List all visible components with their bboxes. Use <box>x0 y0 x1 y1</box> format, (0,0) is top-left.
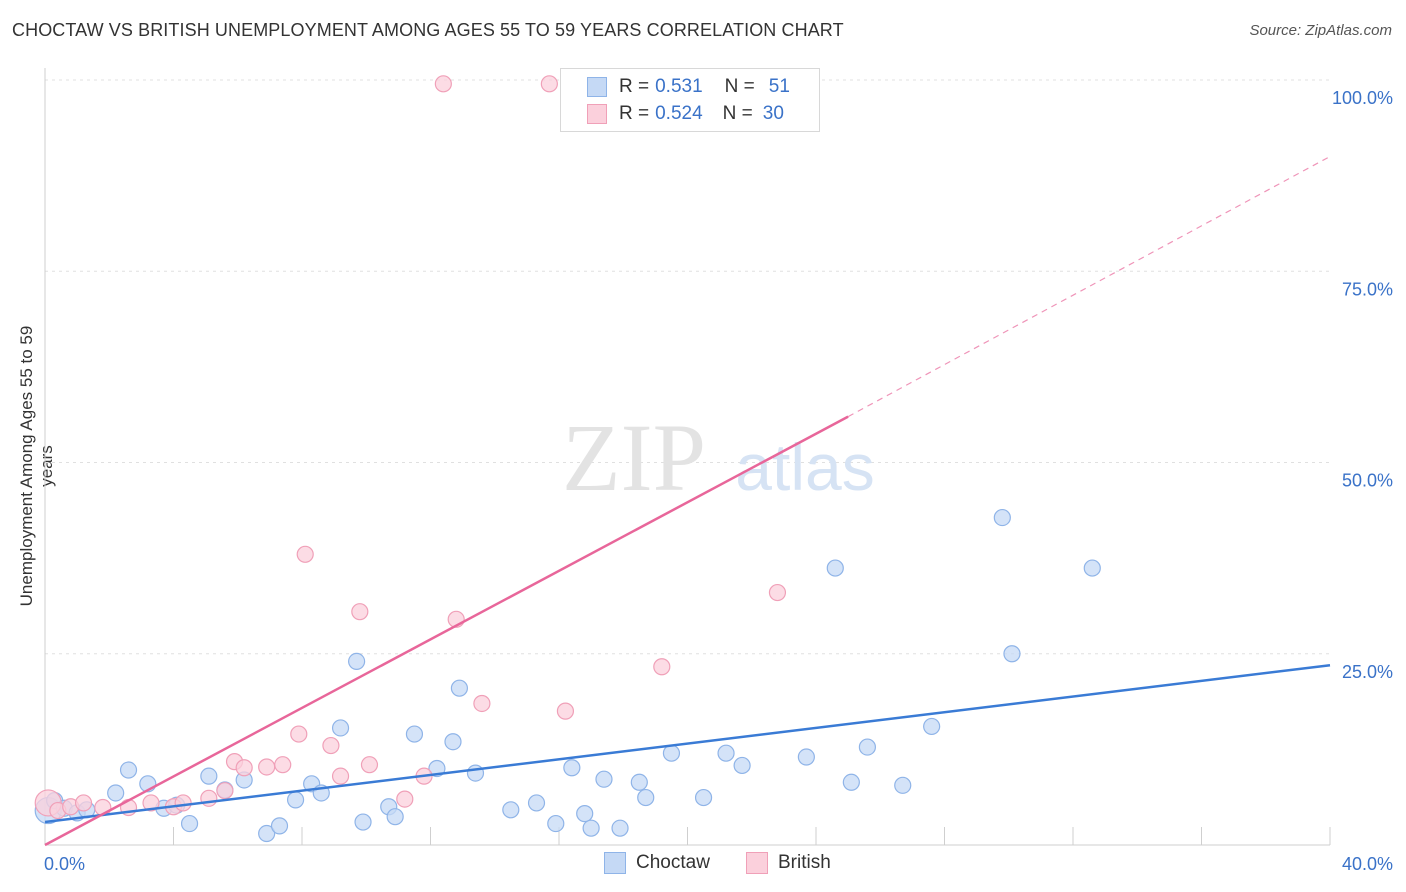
watermark: ZIP atlas <box>562 404 875 511</box>
choctaw-point <box>1083 559 1101 577</box>
choctaw-point <box>119 761 138 779</box>
choctaw-point <box>348 652 366 671</box>
choctaw-point <box>717 744 735 762</box>
british-point <box>322 736 340 755</box>
british-point <box>473 694 491 713</box>
choctaw-point <box>444 733 462 751</box>
choctaw-point <box>630 773 648 791</box>
choctaw-point <box>595 770 613 788</box>
british-point <box>351 603 369 621</box>
y-tick-label: 100.0% <box>1332 88 1393 108</box>
r-label: R = <box>619 103 650 124</box>
legend-row-british: R = 0.524 N = 30 <box>587 102 784 126</box>
british-point <box>74 794 93 812</box>
choctaw-point <box>450 679 469 697</box>
r-value-choctaw: 0.531 <box>655 76 703 97</box>
legend-label-choctaw: Choctaw <box>636 852 710 873</box>
choctaw-point <box>993 508 1011 527</box>
choctaw-point <box>826 559 844 577</box>
choctaw-point <box>466 764 485 782</box>
legend-row-choctaw: R = 0.531 N = 51 <box>587 75 790 99</box>
choctaw-point <box>797 748 815 766</box>
source-label: Source: ZipAtlas.com <box>1249 22 1392 39</box>
choctaw-point <box>576 805 594 823</box>
n-label: N = <box>722 103 753 124</box>
choctaw-point <box>842 773 860 791</box>
data-points <box>34 75 1101 843</box>
legend-item-choctaw: Choctaw <box>604 852 710 874</box>
british-point <box>258 758 276 776</box>
choctaw-point <box>582 819 600 837</box>
choctaw-point <box>662 744 681 762</box>
y-tick-label: 75.0% <box>1342 279 1393 299</box>
british-point <box>174 794 192 812</box>
choctaw-point <box>894 776 912 794</box>
choctaw-point <box>547 814 565 833</box>
british-point <box>360 756 379 774</box>
legend-swatch-choctaw <box>587 77 607 97</box>
british-point <box>274 756 292 774</box>
british-point <box>396 790 414 808</box>
choctaw-point <box>286 791 305 809</box>
british-point <box>434 75 452 93</box>
choctaw-point <box>354 813 372 831</box>
choctaw-point <box>258 824 276 843</box>
n-value-choctaw: 51 <box>768 76 790 97</box>
british-trend-extension <box>847 155 1331 418</box>
r-value-british: 0.524 <box>655 103 703 124</box>
n-label: N = <box>724 76 755 97</box>
choctaw-point <box>527 794 546 812</box>
n-value-british: 30 <box>762 103 784 124</box>
choctaw-point <box>858 738 877 756</box>
legend-label-british: British <box>778 852 831 873</box>
watermark-zip: ZIP <box>562 404 706 511</box>
british-point <box>296 545 314 563</box>
chart-title: CHOCTAW VS BRITISH UNEMPLOYMENT AMONG AG… <box>12 20 844 40</box>
legend-swatch-british <box>746 852 768 874</box>
british-point <box>556 702 575 720</box>
british-point <box>290 725 308 743</box>
legend-item-british: British <box>746 852 831 874</box>
choctaw-point <box>180 814 199 833</box>
british-point <box>331 767 350 785</box>
choctaw-point <box>923 717 941 736</box>
legend-swatch-british <box>587 104 607 124</box>
choctaw-point <box>502 801 520 819</box>
choctaw-point <box>611 819 629 837</box>
british-point <box>142 794 160 812</box>
y-tick-label: 25.0% <box>1342 662 1393 682</box>
british-trend-line <box>44 415 849 847</box>
y-tick-label: 50.0% <box>1342 471 1393 491</box>
choctaw-point <box>200 767 218 785</box>
stats-legend: R = 0.531 N = 51 R = 0.524 N = 30 <box>560 68 820 132</box>
choctaw-point <box>563 759 581 777</box>
r-label: R = <box>619 76 650 97</box>
trend-lines <box>44 155 1331 847</box>
choctaw-point <box>1003 645 1021 663</box>
choctaw-point <box>405 725 424 743</box>
choctaw-point <box>637 788 655 807</box>
x-tick-label: 0.0% <box>44 854 85 874</box>
british-point <box>540 75 558 93</box>
tick-labels: 25.0% 50.0% 75.0% 100.0% 0.0% 40.0% <box>44 88 1393 874</box>
choctaw-point <box>107 784 125 802</box>
x-tick-label: 40.0% <box>1342 854 1393 874</box>
watermark-atlas: atlas <box>735 430 874 504</box>
british-point <box>235 759 253 777</box>
british-point <box>653 658 671 676</box>
legend-swatch-choctaw <box>604 852 626 874</box>
choctaw-point <box>694 788 713 807</box>
grid-lines <box>45 79 1330 655</box>
choctaw-trend-line <box>44 663 1331 824</box>
choctaw-point <box>270 817 289 835</box>
british-point <box>216 782 234 800</box>
choctaw-point <box>386 808 404 826</box>
choctaw-point <box>733 756 751 775</box>
british-point <box>768 583 787 602</box>
choctaw-point <box>331 719 350 737</box>
